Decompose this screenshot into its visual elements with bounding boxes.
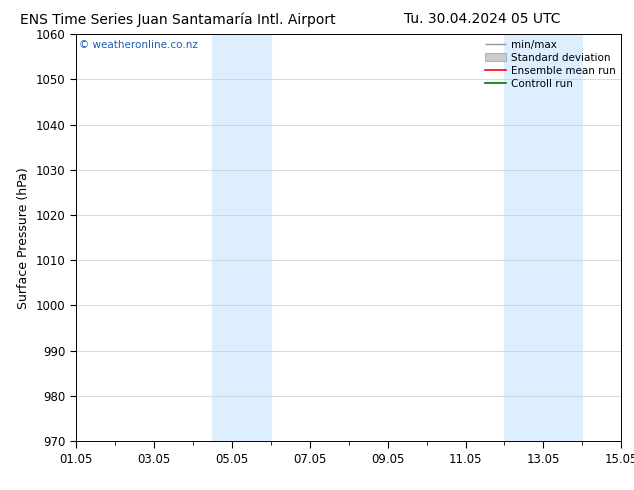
Bar [505, 34, 583, 441]
Y-axis label: Surface Pressure (hPa): Surface Pressure (hPa) [17, 167, 30, 309]
Legend: min/max, Standard deviation, Ensemble mean run, Controll run: min/max, Standard deviation, Ensemble me… [485, 40, 616, 89]
Bar [212, 34, 271, 441]
Text: Tu. 30.04.2024 05 UTC: Tu. 30.04.2024 05 UTC [404, 12, 560, 26]
Text: © weatheronline.co.nz: © weatheronline.co.nz [79, 40, 198, 50]
Text: ENS Time Series Juan Santamaría Intl. Airport: ENS Time Series Juan Santamaría Intl. Ai… [20, 12, 335, 27]
